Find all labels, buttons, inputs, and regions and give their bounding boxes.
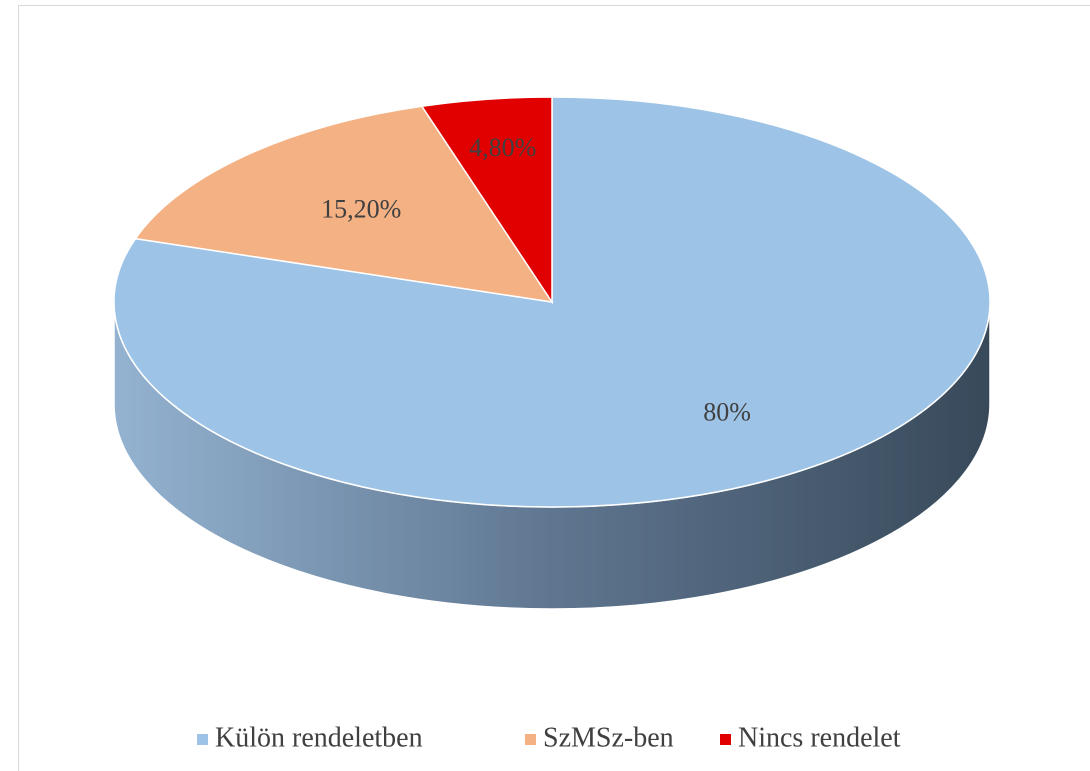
data-label: 15,20% [321, 195, 401, 224]
legend-label: Külön rendeletben [215, 722, 423, 753]
data-label: 80% [703, 398, 751, 427]
data-label: 4,80% [469, 133, 536, 162]
pie-slice [420, 96, 553, 305]
legend-label: SzMSz-ben [543, 722, 674, 753]
pie-slice [113, 96, 991, 508]
legend-swatch [720, 734, 731, 745]
legend-swatch [525, 734, 536, 745]
legend-swatch [197, 734, 208, 745]
pie-slice [134, 105, 554, 303]
legend-label: Nincs rendelet [738, 722, 901, 753]
